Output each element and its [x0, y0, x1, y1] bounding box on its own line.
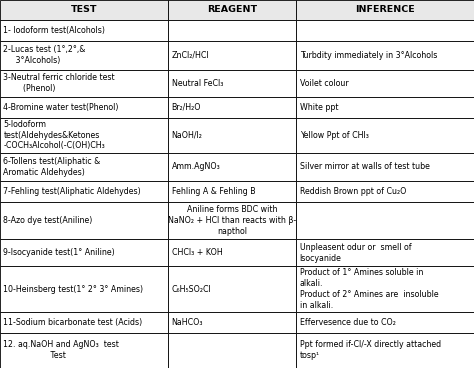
- Bar: [296, 41, 474, 70]
- Bar: [168, 312, 296, 333]
- Bar: [168, 333, 296, 368]
- Text: 1- Iodoform test(Alcohols): 1- Iodoform test(Alcohols): [3, 26, 105, 35]
- Text: Neutral FeCl₃: Neutral FeCl₃: [172, 79, 223, 88]
- Text: Ppt formed if-Cl/-X directly attached
tosp¹: Ppt formed if-Cl/-X directly attached to…: [300, 340, 441, 360]
- Bar: [0, 20, 168, 41]
- Text: Effervesence due to CO₂: Effervesence due to CO₂: [300, 318, 395, 327]
- Text: 4-Bromine water test(Phenol): 4-Bromine water test(Phenol): [3, 103, 118, 112]
- Bar: [296, 20, 474, 41]
- Text: 8-Azo dye test(Aniline): 8-Azo dye test(Aniline): [3, 216, 92, 225]
- Text: 9-Isocyanide test(1° Aniline): 9-Isocyanide test(1° Aniline): [3, 248, 115, 257]
- Bar: [296, 153, 474, 181]
- Bar: [168, 0, 296, 20]
- Bar: [0, 266, 168, 312]
- Bar: [0, 202, 168, 239]
- Bar: [168, 117, 296, 153]
- Bar: [296, 70, 474, 97]
- Bar: [0, 312, 168, 333]
- Text: NaHCO₃: NaHCO₃: [172, 318, 203, 327]
- Bar: [296, 266, 474, 312]
- Text: Voilet colour: Voilet colour: [300, 79, 348, 88]
- Bar: [168, 202, 296, 239]
- Text: Turbdity immediately in 3°Alcohols: Turbdity immediately in 3°Alcohols: [300, 51, 437, 60]
- Text: Amm.AgNO₃: Amm.AgNO₃: [172, 162, 220, 171]
- Text: 11-Sodium bicarbonate test (Acids): 11-Sodium bicarbonate test (Acids): [3, 318, 143, 327]
- Bar: [0, 239, 168, 266]
- Bar: [168, 266, 296, 312]
- Bar: [0, 41, 168, 70]
- Text: Silver mirror at walls of test tube: Silver mirror at walls of test tube: [300, 162, 429, 171]
- Text: Fehling A & Fehling B: Fehling A & Fehling B: [172, 187, 255, 196]
- Text: TEST: TEST: [71, 6, 97, 14]
- Bar: [0, 0, 168, 20]
- Text: CHCl₃ + KOH: CHCl₃ + KOH: [172, 248, 222, 257]
- Bar: [0, 97, 168, 117]
- Bar: [168, 97, 296, 117]
- Text: C₆H₅SO₂Cl: C₆H₅SO₂Cl: [172, 284, 211, 294]
- Bar: [0, 333, 168, 368]
- Text: ZnCl₂/HCl: ZnCl₂/HCl: [172, 51, 209, 60]
- Text: IMPROVING RESULT OF CLA: IMPROVING RESULT OF CLA: [123, 159, 370, 312]
- Text: NaOH/I₂: NaOH/I₂: [172, 131, 202, 140]
- Bar: [168, 70, 296, 97]
- Bar: [168, 181, 296, 202]
- Bar: [168, 20, 296, 41]
- Bar: [0, 117, 168, 153]
- Bar: [296, 239, 474, 266]
- Bar: [168, 239, 296, 266]
- Text: Unpleasent odur or  smell of
Isocyanide: Unpleasent odur or smell of Isocyanide: [300, 243, 411, 263]
- Text: Aniline forms BDC with
NaNO₂ + HCl than reacts with β-
napthol: Aniline forms BDC with NaNO₂ + HCl than …: [168, 205, 296, 236]
- Text: 3-Neutral ferric chloride test
        (Phenol): 3-Neutral ferric chloride test (Phenol): [3, 73, 115, 93]
- Text: Br₂/H₂O: Br₂/H₂O: [172, 103, 201, 112]
- Text: Reddish Brown ppt of Cu₂O: Reddish Brown ppt of Cu₂O: [300, 187, 406, 196]
- Text: 2-Lucas test (1°,2°,&
     3°Alcohols): 2-Lucas test (1°,2°,& 3°Alcohols): [3, 45, 86, 65]
- Text: 6-Tollens test(Aliphatic &
Aromatic Aldehydes): 6-Tollens test(Aliphatic & Aromatic Alde…: [3, 157, 100, 177]
- Text: 5-Iodoform
test(Aldehydes&Ketones
-COCH₃Alcohol(-C(OH)CH₃: 5-Iodoform test(Aldehydes&Ketones -COCH₃…: [3, 120, 105, 151]
- Bar: [296, 97, 474, 117]
- Text: INFERENCE: INFERENCE: [355, 6, 415, 14]
- Bar: [168, 41, 296, 70]
- Bar: [168, 153, 296, 181]
- Bar: [296, 117, 474, 153]
- Bar: [0, 153, 168, 181]
- Text: 7-Fehling test(Aliphatic Aldehydes): 7-Fehling test(Aliphatic Aldehydes): [3, 187, 141, 196]
- Bar: [296, 202, 474, 239]
- Text: White ppt: White ppt: [300, 103, 338, 112]
- Bar: [296, 333, 474, 368]
- Bar: [296, 181, 474, 202]
- Text: 10-Heinsberg test(1° 2° 3° Amines): 10-Heinsberg test(1° 2° 3° Amines): [3, 284, 143, 294]
- Bar: [0, 181, 168, 202]
- Text: Product of 1° Amines soluble in
alkali.
Product of 2° Amines are  insoluble
in a: Product of 1° Amines soluble in alkali. …: [300, 269, 438, 310]
- Bar: [296, 0, 474, 20]
- Bar: [0, 70, 168, 97]
- Text: 12. aq.NaOH and AgNO₃  test
                   Test: 12. aq.NaOH and AgNO₃ test Test: [3, 340, 119, 360]
- Bar: [296, 312, 474, 333]
- Text: Yellow Ppt of CHI₃: Yellow Ppt of CHI₃: [300, 131, 368, 140]
- Text: REAGENT: REAGENT: [207, 6, 257, 14]
